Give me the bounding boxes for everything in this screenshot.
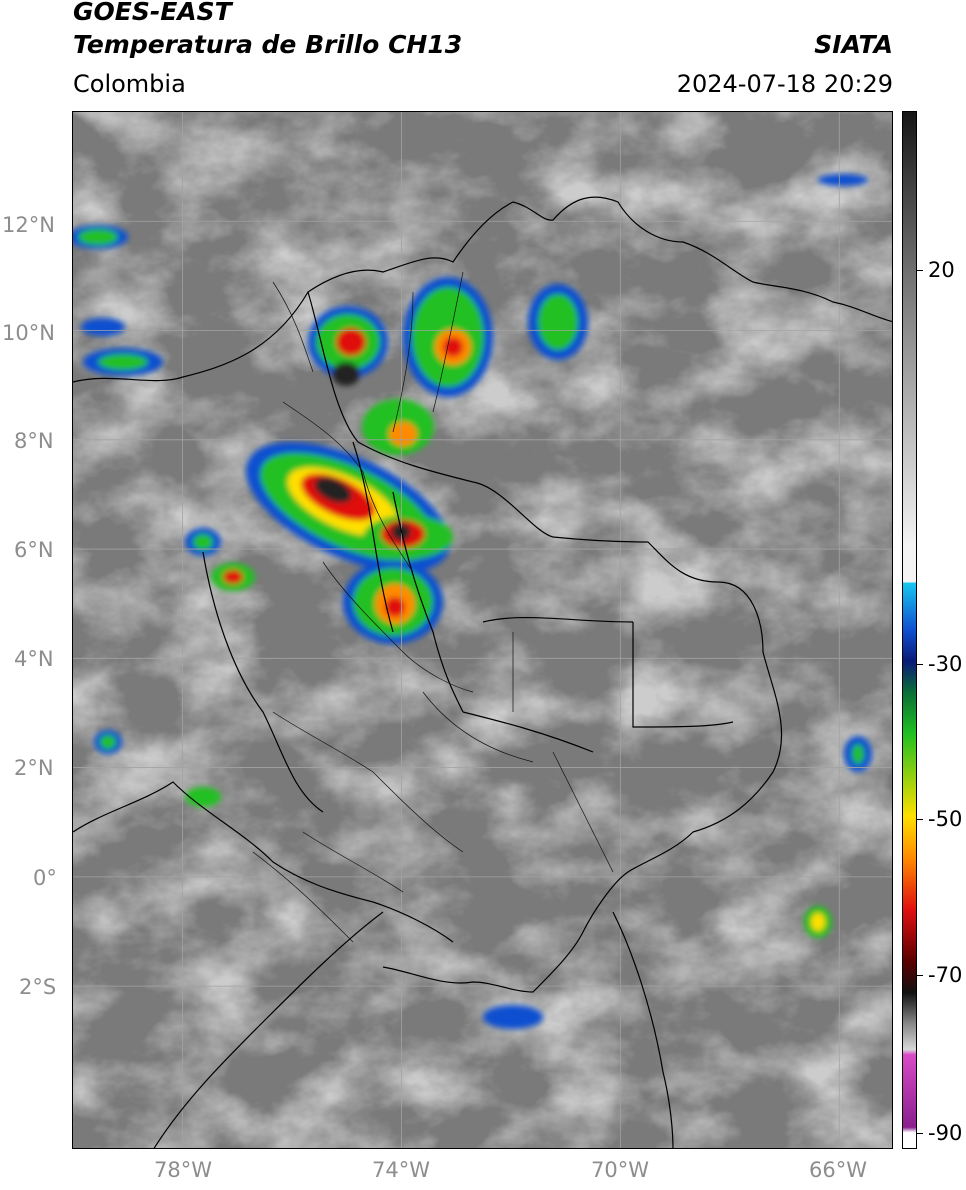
lon-label-70w: 70°W — [591, 1158, 649, 1182]
lat-label-2n: 2°N — [14, 756, 54, 780]
datetime-label: 2024-07-18 20:29 — [676, 70, 893, 98]
lon-label-78w: 78°W — [154, 1158, 212, 1182]
department-borders — [252, 271, 614, 943]
satellite-map — [72, 111, 893, 1149]
colorbar-tick-minus90 — [917, 1133, 923, 1134]
colorbar-tick-minus50 — [917, 819, 923, 820]
colorbar-label-minus90: -90 — [928, 1121, 963, 1145]
colorbar-label-minus50: -50 — [928, 807, 963, 831]
lat-label-4n: 4°N — [14, 647, 54, 671]
satellite-title: GOES-EAST — [73, 0, 232, 26]
colorbar-tick-minus30 — [917, 664, 923, 665]
lat-label-0: 0° — [33, 866, 57, 890]
cloud-texture-layer — [73, 112, 892, 1148]
temperature-colorbar — [902, 111, 917, 1149]
lat-label-6n: 6°N — [14, 538, 54, 562]
convective-cells — [73, 174, 872, 1029]
borders — [73, 196, 892, 1148]
region-label: Colombia — [73, 70, 186, 98]
product-title: Temperatura de Brillo CH13 — [73, 30, 463, 59]
lon-label-74w: 74°W — [372, 1158, 430, 1182]
lat-label-12n: 12°N — [2, 213, 55, 237]
colorbar-tick-minus70 — [917, 975, 923, 976]
gridlines — [73, 112, 892, 1148]
lat-label-8n: 8°N — [14, 429, 54, 453]
source-label: SIATA — [814, 30, 893, 59]
lat-label-2s: 2°S — [19, 975, 57, 999]
lat-label-10n: 10°N — [2, 321, 55, 345]
colorbar-label-minus30: -30 — [928, 652, 963, 676]
colorbar-label-20: 20 — [928, 258, 955, 282]
colorbar-label-minus70: -70 — [928, 963, 963, 987]
colorbar-tick-20 — [917, 270, 923, 271]
map-canvas — [73, 112, 892, 1148]
lon-label-66w: 66°W — [809, 1158, 867, 1182]
